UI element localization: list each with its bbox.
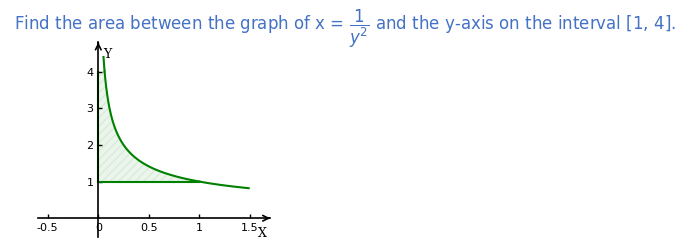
Text: X: X: [258, 227, 267, 240]
Text: Find the area between the graph of x = $\dfrac{1}{y^2}$ and the y-axis on the in: Find the area between the graph of x = $…: [14, 7, 676, 50]
Text: Y: Y: [103, 48, 111, 61]
